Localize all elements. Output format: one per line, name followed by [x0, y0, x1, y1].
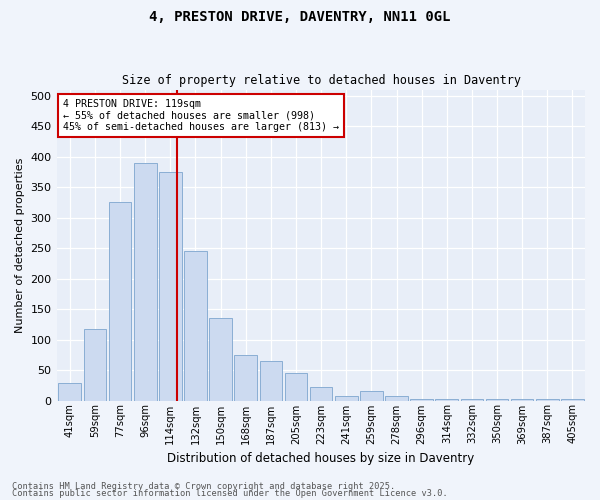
Bar — [209, 318, 232, 400]
Text: Contains public sector information licensed under the Open Government Licence v3: Contains public sector information licen… — [12, 490, 448, 498]
Bar — [284, 373, 307, 400]
Text: Contains HM Land Registry data © Crown copyright and database right 2025.: Contains HM Land Registry data © Crown c… — [12, 482, 395, 491]
Bar — [335, 396, 358, 400]
Text: 4 PRESTON DRIVE: 119sqm
← 55% of detached houses are smaller (998)
45% of semi-d: 4 PRESTON DRIVE: 119sqm ← 55% of detache… — [62, 99, 338, 132]
Bar — [511, 398, 533, 400]
Bar — [385, 396, 408, 400]
Bar — [310, 387, 332, 400]
Bar — [159, 172, 182, 400]
Text: 4, PRESTON DRIVE, DAVENTRY, NN11 0GL: 4, PRESTON DRIVE, DAVENTRY, NN11 0GL — [149, 10, 451, 24]
Bar — [134, 162, 157, 400]
Bar — [83, 328, 106, 400]
Bar — [260, 361, 282, 401]
Bar — [436, 398, 458, 400]
Bar — [360, 392, 383, 400]
Bar — [486, 398, 508, 400]
Bar — [410, 398, 433, 400]
X-axis label: Distribution of detached houses by size in Daventry: Distribution of detached houses by size … — [167, 452, 475, 465]
Title: Size of property relative to detached houses in Daventry: Size of property relative to detached ho… — [122, 74, 521, 87]
Bar — [461, 398, 483, 400]
Y-axis label: Number of detached properties: Number of detached properties — [15, 158, 25, 332]
Bar — [235, 355, 257, 401]
Bar — [58, 384, 81, 400]
Bar — [109, 202, 131, 400]
Bar — [536, 398, 559, 400]
Bar — [184, 251, 207, 400]
